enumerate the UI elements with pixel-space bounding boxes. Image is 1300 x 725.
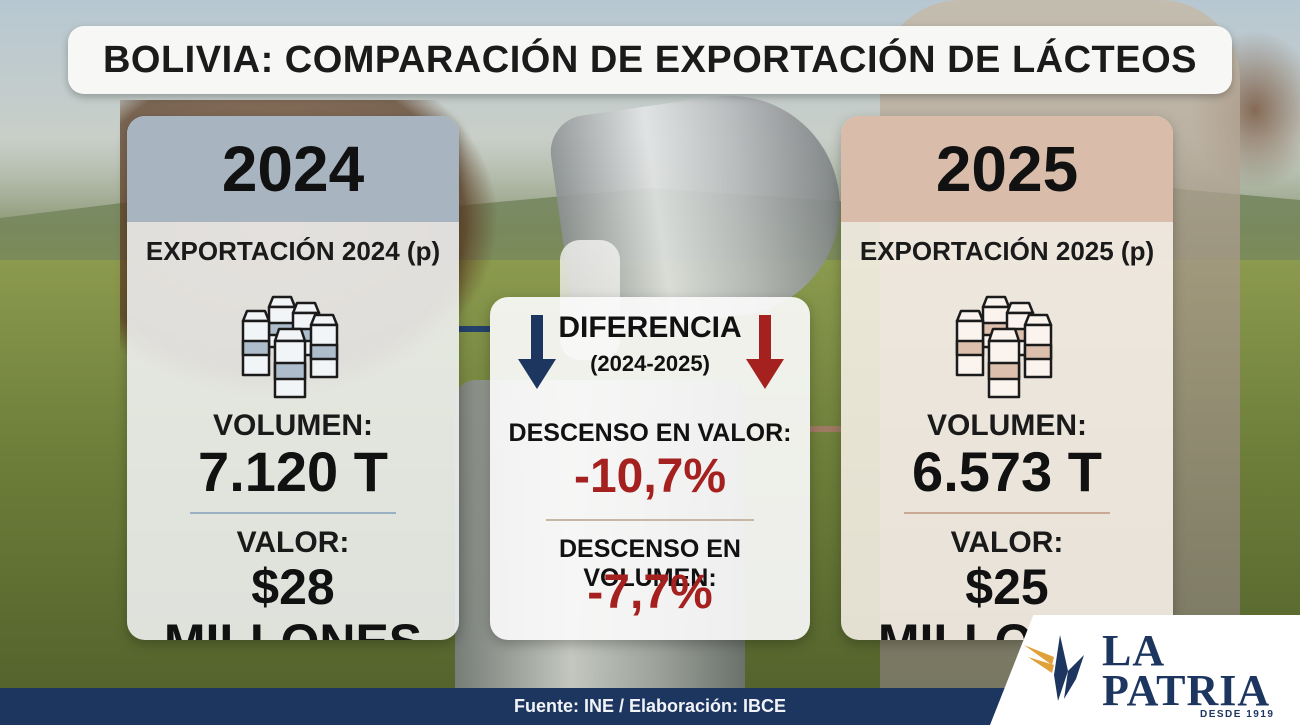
divider-2024 bbox=[190, 511, 396, 514]
value-drop-label: DESCENSO EN VALOR: bbox=[508, 419, 792, 447]
logo-tagline: DESDE 1919 bbox=[1200, 709, 1275, 720]
divider-2025 bbox=[904, 511, 1110, 514]
difference-heading: DIFERENCIA bbox=[558, 311, 742, 344]
year-header-2025: 2025 bbox=[841, 116, 1173, 222]
value-amount-2025: $25 MILLONES bbox=[878, 558, 1136, 640]
volume-drop-percent: -7,7% bbox=[587, 566, 713, 619]
connector-line-right bbox=[810, 426, 841, 432]
panel-2025: 2025 EXPORTACIÓN 2025 (p) VOLUMEN: 6.573… bbox=[841, 116, 1173, 640]
value-drop-percent: -10,7% bbox=[573, 450, 727, 503]
volume-value-2025: 6.573 T bbox=[912, 440, 1102, 503]
quill-logo-icon bbox=[1024, 635, 1084, 701]
value-label-2025: VALOR: bbox=[950, 525, 1064, 559]
panel-2024: 2024 EXPORTACIÓN 2024 (p) VOLUMEN: 7.120… bbox=[127, 116, 459, 640]
la-patria-logo: LA PATRIA DESDE 1919 bbox=[990, 615, 1300, 725]
year-header-2024: 2024 bbox=[127, 116, 459, 222]
difference-panel: DIFERENCIA (2024-2025) DESCENSO EN VALOR… bbox=[490, 297, 810, 640]
down-arrow-icon bbox=[746, 315, 784, 389]
value-amount-2024: $28 MILLONES bbox=[164, 558, 422, 640]
down-arrow-icon bbox=[518, 315, 556, 389]
difference-divider bbox=[546, 519, 754, 521]
export-subtitle-2025: EXPORTACIÓN 2025 (p) bbox=[859, 236, 1155, 266]
volume-label-2025: VOLUMEN: bbox=[927, 409, 1087, 442]
value-label-2024: VALOR: bbox=[236, 525, 350, 559]
milk-cartons-icon bbox=[241, 295, 339, 399]
volume-drop-label: DESCENSO EN VOLUMEN: bbox=[559, 535, 741, 592]
title-banner: BOLIVIA: COMPARACIÓN DE EXPORTACIÓN DE L… bbox=[68, 26, 1232, 94]
volume-value-2024: 7.120 T bbox=[198, 440, 388, 503]
logo-line-2: PATRIA bbox=[1102, 666, 1271, 715]
export-subtitle-2024: EXPORTACIÓN 2024 (p) bbox=[145, 236, 441, 266]
source-credit: Fuente: INE / Elaboración: IBCE bbox=[513, 696, 787, 716]
connector-line-left bbox=[459, 326, 490, 332]
volume-label-2024: VOLUMEN: bbox=[213, 409, 373, 442]
page-title: BOLIVIA: COMPARACIÓN DE EXPORTACIÓN DE L… bbox=[102, 38, 1198, 81]
logo-line-1: LA bbox=[1102, 626, 1166, 675]
milk-cartons-icon bbox=[955, 295, 1053, 399]
difference-period: (2024-2025) bbox=[590, 351, 710, 376]
